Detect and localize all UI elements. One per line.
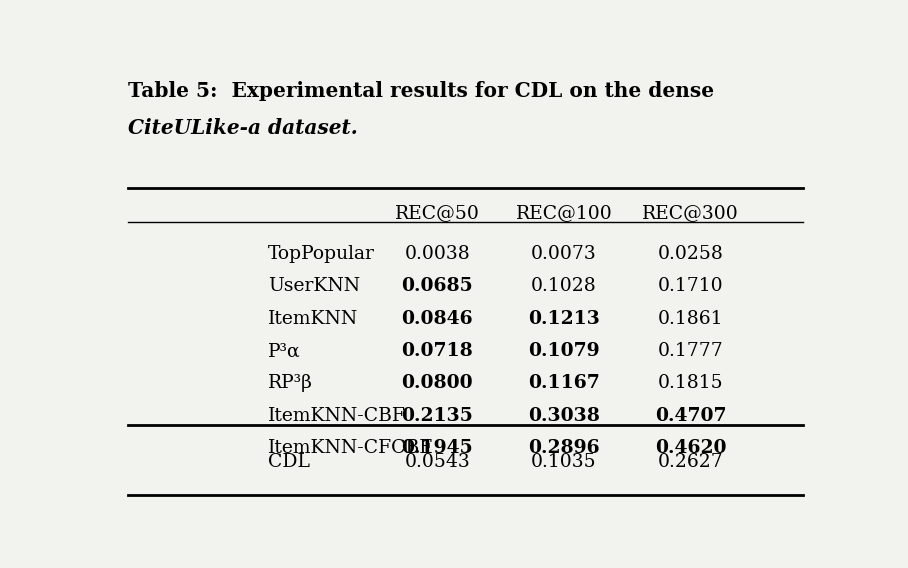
Text: 0.1079: 0.1079 xyxy=(528,342,599,360)
Text: CiteULike-a dataset.: CiteULike-a dataset. xyxy=(127,119,358,139)
Text: TopPopular: TopPopular xyxy=(269,245,375,263)
Text: 0.0543: 0.0543 xyxy=(404,453,470,471)
Text: 0.4620: 0.4620 xyxy=(655,439,726,457)
Text: ItemKNN-CFCBF: ItemKNN-CFCBF xyxy=(269,439,433,457)
Text: UserKNN: UserKNN xyxy=(269,277,360,295)
Text: 0.1815: 0.1815 xyxy=(657,374,724,392)
Text: 0.1945: 0.1945 xyxy=(401,439,473,457)
Text: 0.0846: 0.0846 xyxy=(401,310,473,328)
Text: 0.4707: 0.4707 xyxy=(655,407,726,425)
Text: RP³β: RP³β xyxy=(269,374,313,392)
Text: 0.3038: 0.3038 xyxy=(528,407,600,425)
Text: REC@300: REC@300 xyxy=(642,204,739,222)
Text: REC@50: REC@50 xyxy=(395,204,479,222)
Text: 0.1167: 0.1167 xyxy=(528,374,600,392)
Text: ItemKNN: ItemKNN xyxy=(269,310,359,328)
Text: 0.2896: 0.2896 xyxy=(528,439,599,457)
Text: 0.1028: 0.1028 xyxy=(531,277,597,295)
Text: 0.1213: 0.1213 xyxy=(528,310,600,328)
Text: 0.0685: 0.0685 xyxy=(401,277,473,295)
Text: 0.0718: 0.0718 xyxy=(401,342,473,360)
Text: 0.0038: 0.0038 xyxy=(404,245,470,263)
Text: 0.1861: 0.1861 xyxy=(657,310,724,328)
Text: Table 5:  Experimental results for CDL on the dense: Table 5: Experimental results for CDL on… xyxy=(127,81,714,101)
Text: 0.2627: 0.2627 xyxy=(657,453,724,471)
Text: 0.1710: 0.1710 xyxy=(657,277,724,295)
Text: 0.1777: 0.1777 xyxy=(657,342,724,360)
Text: 0.0800: 0.0800 xyxy=(401,374,473,392)
Text: P³α: P³α xyxy=(269,342,301,360)
Text: 0.0073: 0.0073 xyxy=(531,245,597,263)
Text: REC@100: REC@100 xyxy=(516,204,612,222)
Text: CDL: CDL xyxy=(269,453,311,471)
Text: 0.1035: 0.1035 xyxy=(531,453,597,471)
Text: ItemKNN-CBF: ItemKNN-CBF xyxy=(269,407,406,425)
Text: 0.0258: 0.0258 xyxy=(657,245,724,263)
Text: 0.2135: 0.2135 xyxy=(401,407,473,425)
